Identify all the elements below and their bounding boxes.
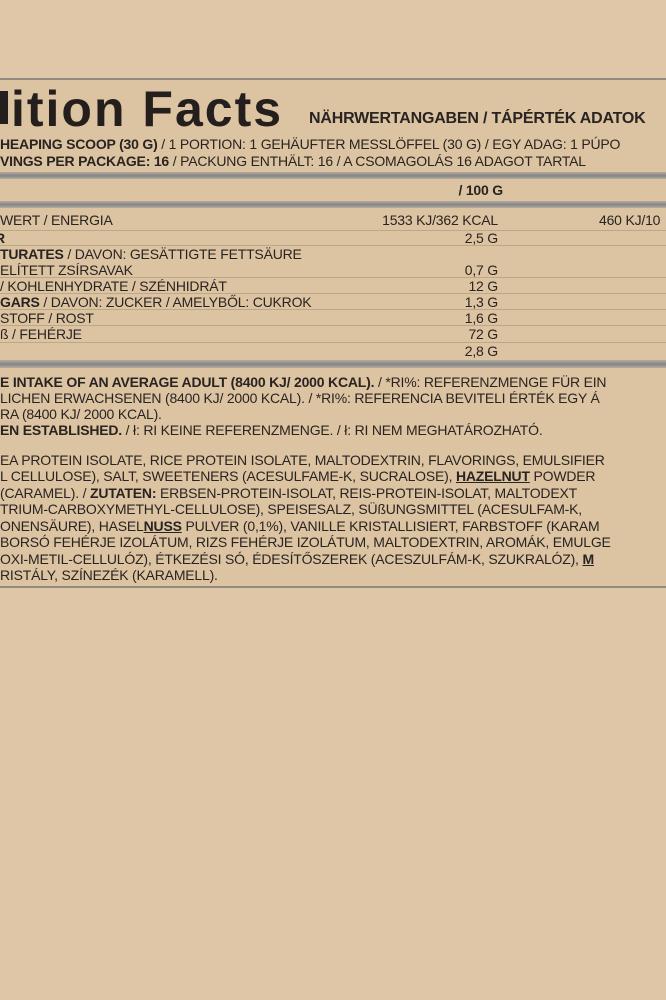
row-salt-value: 2,8 G	[464, 343, 498, 359]
row-saturates-label-rest: / DAVON: GESÄTTIGTE FETTSÄURE	[63, 246, 302, 262]
footnote-line2: LICHEN ERWACHSENEN (8400 KJ/ 2000 KCAL).…	[0, 390, 600, 406]
serving-size-rest: / 1 PORTION: 1 GEHÄUFTER MESSLÖFFEL (30 …	[157, 136, 621, 152]
row-protein-value: 72 G	[468, 326, 498, 342]
footnote-line1: E INTAKE OF AN AVERAGE ADULT (8400 KJ/ 2…	[0, 374, 607, 390]
row-sugars-label: GARS / DAVON: ZUCKER / AMELYBŐL: CUKROK	[0, 294, 312, 310]
row-fibre-label: STOFF / ROST	[0, 310, 94, 326]
row-saturates-label-line2: ELÍTETT ZSÍRSAVAK	[0, 262, 133, 278]
row-sugars-label-bold: GARS	[0, 294, 40, 310]
ingredients-line2-pre: L CELLULOSE), SALT, SWEETENERS (ACESULFA…	[0, 468, 456, 484]
footnote-line1-bold: E INTAKE OF AN AVERAGE ADULT (8400 KJ/ 2…	[0, 374, 375, 390]
servings-per-package-bold: VINGS PER PACKAGE: 16	[0, 153, 170, 169]
row-energy-per-serving: 460 KJ/10	[599, 212, 661, 228]
row-divider	[0, 277, 666, 278]
separator-bar	[0, 201, 666, 208]
ingredients-line6: BORSÓ FEHÉRJE IZOLÁTUM, RIZS FEHÉRJE IZO…	[0, 534, 611, 550]
ingredients-line5-pre: ONENSÄURE), HASEL	[0, 518, 144, 534]
row-protein-label: ß / FEHÉRJE	[0, 326, 82, 342]
ingredients-line2: L CELLULOSE), SALT, SWEETENERS (ACESULFA…	[0, 468, 596, 484]
ingredients-line1: EA PROTEIN ISOLATE, RICE PROTEIN ISOLATE…	[0, 452, 605, 468]
serving-size-line: HEAPING SCOOP (30 G) / 1 PORTION: 1 GEHÄ…	[0, 137, 620, 152]
ingredients-line3-post: ERBSEN-PROTEIN-ISOLAT, REIS-PROTEIN-ISOL…	[156, 485, 577, 501]
row-fat-value: 2,5 G	[464, 230, 498, 246]
separator-bar	[0, 172, 666, 179]
row-saturates-label-bold: TURATES	[0, 246, 64, 262]
top-rule	[0, 78, 666, 80]
row-divider	[0, 342, 666, 343]
ingredients-line8: RISTÁLY, SZÍNEZÉK (KARAMELL).	[0, 567, 218, 583]
nutrition-facts-title: ition Facts	[11, 81, 284, 137]
ingredients-line5-post: PULVER (0,1%), VANILLE KRISTALLISIERT, F…	[181, 518, 600, 534]
footnote-line3: RA (8400 KJ/ 2000 KCAL).	[0, 406, 162, 422]
allergen-m-fragment: M	[582, 551, 594, 567]
row-divider	[0, 309, 666, 310]
servings-per-package-line: VINGS PER PACKAGE: 16 / PACKUNG ENTHÄLT:…	[0, 154, 586, 169]
footnote-line4-bold: EN ESTABLISHED.	[0, 422, 122, 438]
ingredients-line7: OXI-METIL-CELLULÓZ), ÉTKEZÉSI SÓ, ÉDESÍT…	[0, 552, 594, 567]
row-energy-label: WERT / ENERGIA	[0, 212, 113, 228]
row-saturates-value: 0,7 G	[464, 262, 498, 278]
serving-size-bold: HEAPING SCOOP (30 G)	[0, 136, 158, 152]
bottom-background-band	[0, 588, 666, 1000]
row-divider	[0, 325, 666, 326]
row-sugars-label-rest: / DAVON: ZUCKER / AMELYBŐL: CUKROK	[39, 294, 312, 310]
row-divider	[0, 293, 666, 294]
ingredients-line2-post: POWDER	[529, 468, 596, 484]
zutaten-heading: ZUTATEN:	[89, 485, 157, 501]
ingredients-line3: (CARAMEL). / ZUTATEN: ERBSEN-PROTEIN-ISO…	[0, 486, 577, 501]
row-fat-label-fragment: R	[0, 231, 5, 246]
allergen-nuss: NUSS	[143, 518, 182, 534]
row-saturates-label: TURATES / DAVON: GESÄTTIGTE FETTSÄURE	[0, 247, 302, 262]
cropped-letter-fragment	[0, 91, 8, 124]
row-sugars-value: 1,3 G	[464, 294, 498, 310]
footnote-line4: EN ESTABLISHED. / ł: RI KEINE REFERENZME…	[0, 423, 543, 438]
row-divider	[0, 245, 666, 246]
allergen-hazelnut: HAZELNUT	[455, 468, 530, 484]
row-fibre-value: 1,6 G	[464, 310, 498, 326]
row-divider	[0, 230, 666, 231]
ingredients-line3-pre: (CARAMEL). /	[0, 485, 90, 501]
bottom-rule	[0, 586, 666, 588]
footnote-line4-rest: / ł: RI KEINE REFERENZMENGE. / ł: RI NEM…	[121, 422, 543, 438]
separator-bar	[0, 360, 666, 368]
per-100g-header: / 100 G	[458, 182, 503, 198]
top-background-band	[0, 0, 666, 78]
row-carbohydrate-value: 12 G	[468, 278, 498, 294]
ingredients-line4: TRIUM-CARBOXYMETHYL-CELLULOSE), SPEISESA…	[0, 501, 582, 517]
row-carbohydrate-label: / KOHLENHYDRATE / SZÉNHIDRÁT	[0, 278, 227, 294]
ingredients-line5: ONENSÄURE), HASELNUSS PULVER (0,1%), VAN…	[0, 519, 600, 534]
ingredients-line7-pre: OXI-METIL-CELLULÓZ), ÉTKEZÉSI SÓ, ÉDESÍT…	[0, 551, 583, 567]
footnote-line1-rest: / *RI%: REFERENZMENGE FÜR EIN	[374, 374, 607, 390]
row-energy-value: 1533 KJ/362 KCAL	[382, 212, 498, 228]
subtitle-de-hu: NÄHRWERTANGABEN / TÁPÉRTÉK ADATOK	[309, 110, 646, 127]
servings-per-package-rest: / PACKUNG ENTHÄLT: 16 / A CSOMAGOLÁS 16 …	[169, 153, 586, 169]
